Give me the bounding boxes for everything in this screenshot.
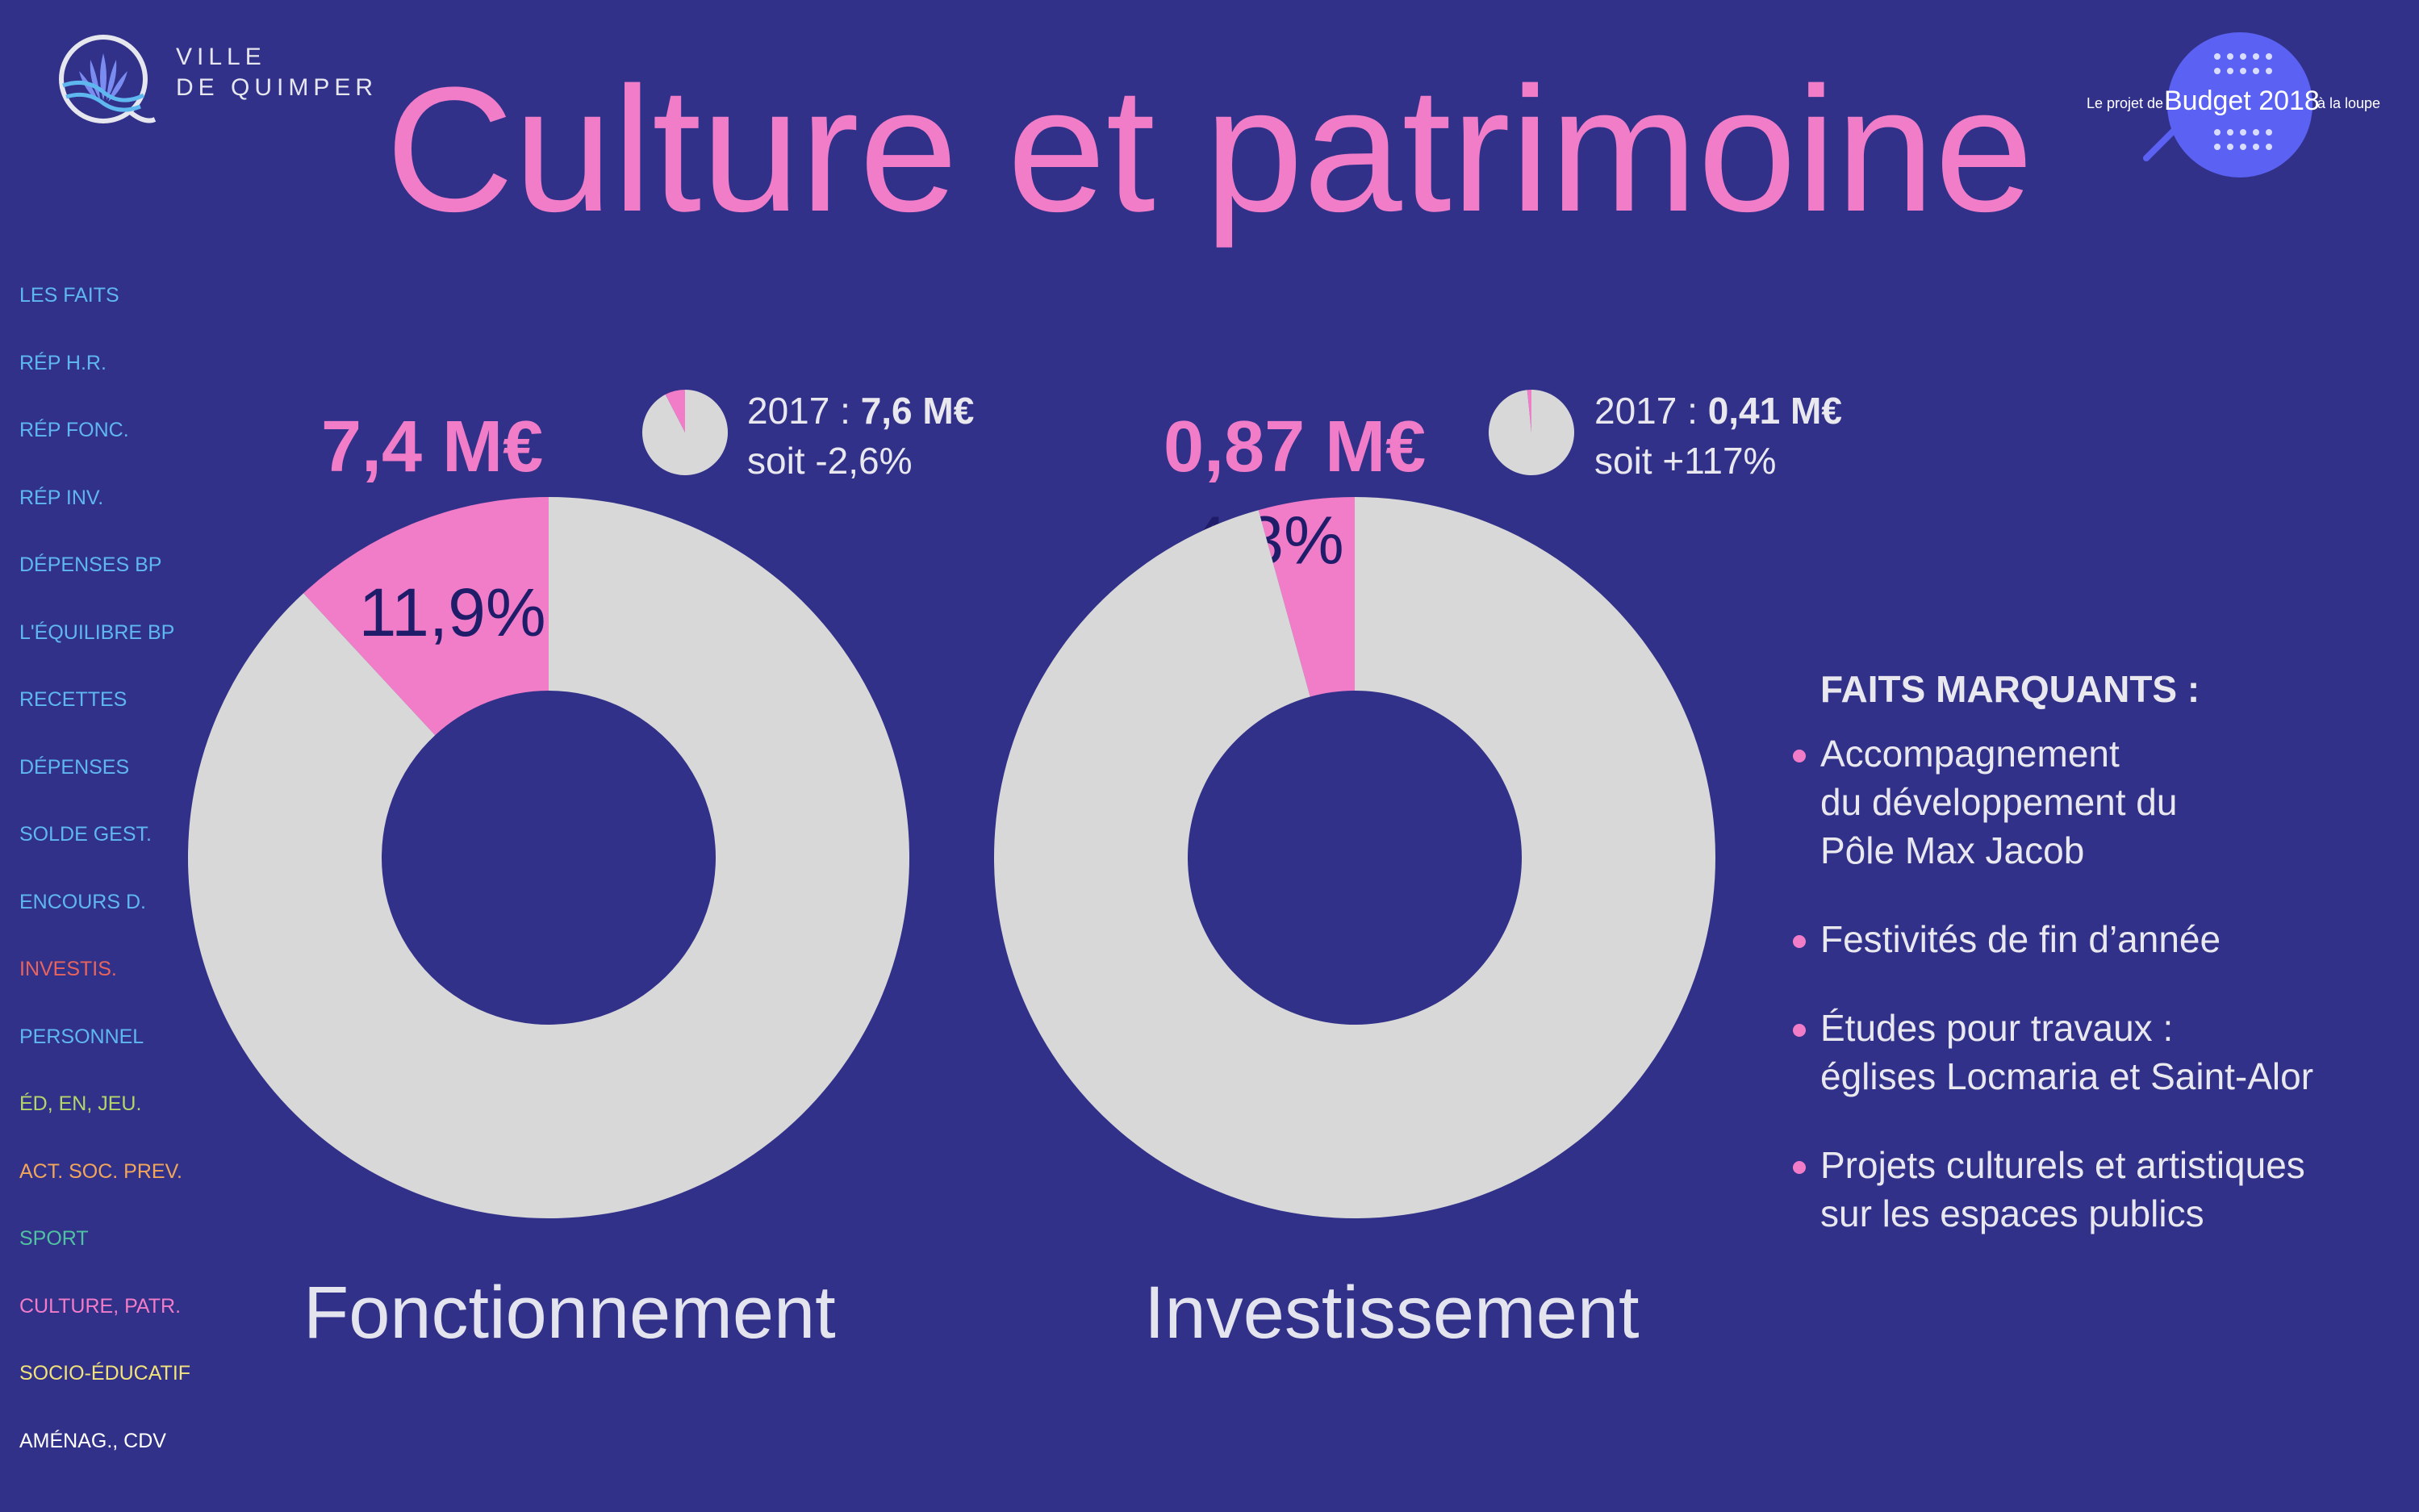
faits-item-line: Festivités de fin d’année (1820, 918, 2221, 960)
bullet-icon (1793, 935, 1806, 948)
sidebar-item-15[interactable]: CULTURE, PATR. (19, 1294, 182, 1318)
sidebar-item-10[interactable]: INVESTIS. (19, 958, 117, 980)
investissement-label: Investissement (1144, 1272, 1640, 1354)
logo-text-line2: DE QUIMPER (176, 74, 378, 101)
sidebar-item-3[interactable]: RÉP INV. (19, 486, 104, 509)
logo-text-line1: VILLE (176, 44, 266, 70)
investissement-comparison: 2017 : 0,41 M€ soit +117% (1594, 386, 1842, 486)
bullet-icon (1793, 750, 1806, 762)
bullet-icon (1793, 1024, 1806, 1037)
faits-item-3: Projets culturels et artistiques sur les … (1793, 1141, 2401, 1238)
slice-label-0: 11,9% (359, 574, 546, 650)
pie-slice-0-1 (187, 497, 909, 1219)
investissement-prev-prefix: 2017 : (1594, 390, 1708, 432)
bullet-icon (1793, 1161, 1806, 1174)
sidebar-item-5[interactable]: L'ÉQUILIBRE BP (19, 620, 175, 644)
faits-item-line: Accompagnement (1820, 733, 2120, 775)
fonctionnement-prev-value: 7,6 M€ (860, 390, 975, 432)
fonctionnement-label: Fonctionnement (303, 1272, 836, 1354)
badge-suffix: à la loupe (2317, 95, 2381, 111)
sidebar-item-9[interactable]: ENCOURS D. (19, 890, 146, 913)
logo-text: VILLE DE QUIMPER (176, 42, 378, 103)
fonctionnement-prev-prefix: 2017 : (747, 390, 861, 432)
faits-item-0: Accompagnement du développement du Pôle Ma… (1793, 729, 2401, 875)
faits-item-line: Études pour travaux : (1820, 1007, 2174, 1049)
sidebar-item-16[interactable]: SOCIO-ÉDUCATIF (19, 1362, 191, 1385)
faits-item-line: sur les espaces publics (1820, 1192, 2204, 1234)
faits-list: Accompagnement du développement du Pôle Ma… (1793, 729, 2401, 1238)
faits-item-line: Pôle Max Jacob (1820, 829, 2085, 871)
pie-slice-2-0 (665, 390, 685, 432)
fonctionnement-value: 7,4 M€ (321, 407, 544, 487)
faits-item-line: du développement du (1820, 781, 2178, 823)
sidebar-item-0[interactable]: LES FAITS (19, 284, 119, 307)
badge-main: Budget 2018 (2164, 86, 2320, 116)
sidebar-item-13[interactable]: ACT. SOC. PREV. (19, 1159, 182, 1183)
investissement-prev-value: 0,41 M€ (1707, 390, 1842, 432)
sidebar-item-17[interactable]: AMÉNAG., CDV (19, 1429, 166, 1452)
pie-slice-3-1 (1488, 390, 1574, 475)
pie-slice-1-1 (994, 497, 1715, 1218)
sidebar-item-11[interactable]: PERSONNEL (19, 1025, 144, 1048)
faits-item-1: Festivités de fin d’année (1793, 915, 2401, 963)
pie-slice-2-1 (642, 390, 728, 476)
investissement-value: 0,87 M€ (1164, 407, 1427, 487)
page-title: Culture et patrimoine (385, 50, 2034, 249)
fonctionnement-change: soit -2,6% (747, 440, 913, 482)
sidebar-item-2[interactable]: RÉP FONC. (19, 419, 129, 441)
pie-slice-3-0 (1527, 390, 1531, 432)
fonctionnement-comparison: 2017 : 7,6 M€ soit -2,6% (747, 386, 974, 486)
sidebar-item-14[interactable]: SPORT (19, 1227, 89, 1250)
faits-item-2: Études pour travaux : églises Locmaria et… (1793, 1004, 2401, 1101)
sidebar-item-8[interactable]: SOLDE GEST. (19, 823, 152, 846)
sidebar-item-12[interactable]: ÉD, EN, JEU. (19, 1092, 142, 1115)
faits-item-line: Projets culturels et artistiques (1820, 1144, 2305, 1186)
investissement-change: soit +117% (1594, 440, 1777, 482)
sidebar-nav: LES FAITS RÉP H.R. RÉP FONC. RÉP INV. DÉPENS… (19, 279, 213, 1492)
badge-prefix: Le projet de (2087, 95, 2164, 111)
sidebar-item-4[interactable]: DÉPENSES BP (19, 553, 162, 576)
sidebar-item-1[interactable]: RÉP H.R. (19, 351, 107, 374)
pie-slice-1-0 (1258, 497, 1355, 697)
sidebar-item-7[interactable]: DÉPENSES (19, 755, 130, 779)
faits-marquants: FAITS MARQUANTS : Accompagnement du dével… (1793, 665, 2401, 1278)
sidebar-item-6[interactable]: RECETTES (19, 688, 127, 711)
faits-item-line: églises Locmaria et Saint-Alor (1820, 1055, 2314, 1097)
quimper-logo-icon (59, 35, 157, 123)
faits-title: FAITS MARQUANTS : (1820, 668, 2200, 710)
pie-slice-0-0 (303, 497, 549, 736)
budget-magnifier-icon (2143, 32, 2312, 178)
